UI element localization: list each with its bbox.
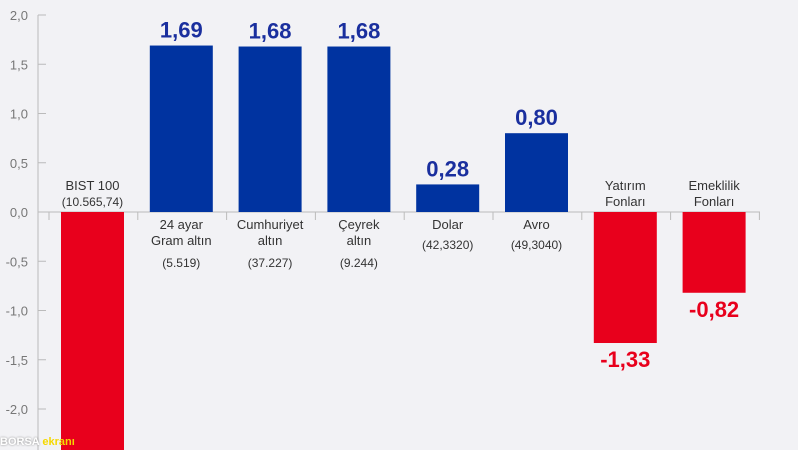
watermark-part1: BORSA [0, 436, 40, 448]
y-tick-label: -1,0 [6, 304, 28, 319]
watermark: BORSA ekranı [0, 436, 75, 448]
bar [61, 212, 124, 450]
data-label: -0,82 [689, 297, 739, 322]
category-label: Dolar [432, 217, 464, 232]
data-label: 0,28 [426, 156, 469, 181]
data-label: 1,69 [160, 18, 203, 43]
category-label: altın [258, 233, 283, 248]
bar [505, 133, 568, 212]
category-label: Gram altın [151, 233, 212, 248]
data-label: 0,80 [515, 105, 558, 130]
data-label: 1,68 [249, 19, 292, 44]
category-label: 24 ayar [160, 217, 204, 232]
y-tick-label: -2,0 [6, 402, 28, 417]
bar [416, 184, 480, 212]
y-tick-label: -1,5 [6, 353, 28, 368]
category-label: Cumhuriyet [237, 217, 304, 232]
y-tick-label: 0,0 [10, 205, 28, 220]
category-sublabel: (5.519) [162, 256, 200, 270]
bar [682, 212, 746, 293]
category-label: BIST 100 [66, 178, 120, 193]
watermark-part2: ekranı [42, 436, 75, 448]
category-label: Fonları [694, 194, 734, 209]
y-tick-label: 1,5 [10, 57, 28, 72]
bar [149, 45, 213, 212]
y-tick-label: -0,5 [6, 254, 28, 269]
y-tick-label: 1,0 [10, 107, 28, 122]
data-label: 1,68 [337, 19, 380, 44]
category-sublabel: (42,3320) [422, 238, 473, 252]
bar [327, 46, 391, 212]
category-label: Çeyrek [338, 217, 380, 232]
category-sublabel: (10.565,74) [62, 195, 123, 209]
bar [593, 212, 657, 344]
category-sublabel: (9.244) [340, 256, 378, 270]
category-label: Emeklilik [688, 178, 740, 193]
data-label: -1,33 [600, 347, 650, 372]
y-tick-label: 0,5 [10, 156, 28, 171]
category-label: altın [347, 233, 372, 248]
category-label: Avro [523, 217, 550, 232]
bar [238, 46, 302, 212]
y-tick-label: 2,0 [10, 8, 28, 23]
category-sublabel: (49,3040) [511, 238, 562, 252]
category-sublabel: (37.227) [248, 256, 293, 270]
category-label: Fonları [605, 194, 645, 209]
category-label: Yatırım [605, 178, 646, 193]
